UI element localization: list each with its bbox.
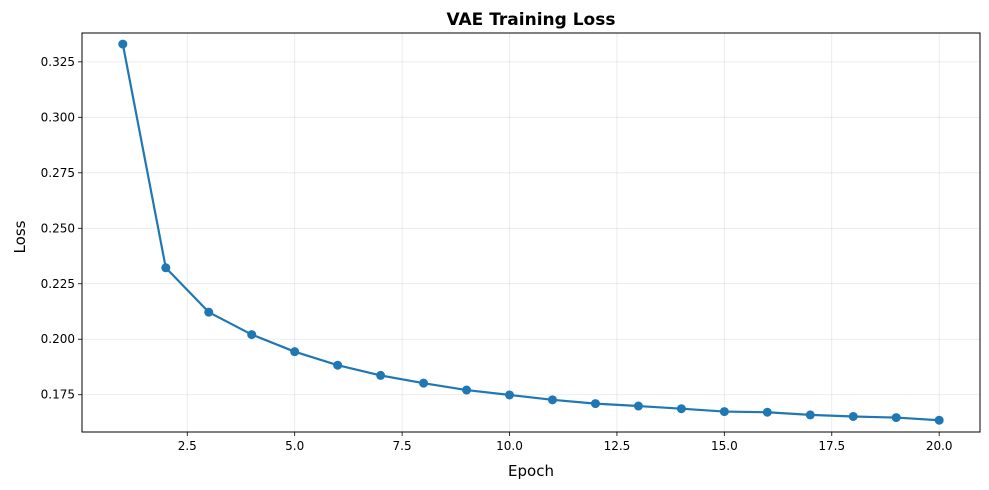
data-point <box>290 347 300 357</box>
data-point <box>719 407 729 417</box>
data-point <box>333 360 343 370</box>
x-tick-label: 5.0 <box>285 439 304 453</box>
x-axis-label: Epoch <box>508 462 554 480</box>
x-tick-label: 20.0 <box>926 439 953 453</box>
data-point <box>376 370 386 380</box>
x-tick-label: 7.5 <box>393 439 412 453</box>
x-tick-label: 2.5 <box>178 439 197 453</box>
x-tick-label: 17.5 <box>818 439 845 453</box>
y-tick-label: 0.275 <box>41 166 75 180</box>
x-tick-label: 10.0 <box>496 439 523 453</box>
y-tick-label: 0.300 <box>41 110 75 124</box>
grid <box>82 33 980 432</box>
series-layer <box>118 39 944 425</box>
data-point <box>762 407 772 417</box>
data-point <box>247 330 257 340</box>
y-tick-label: 0.325 <box>41 55 75 69</box>
y-tick-label: 0.225 <box>41 277 75 291</box>
x-tick-label: 15.0 <box>711 439 738 453</box>
data-point <box>505 390 515 400</box>
data-point <box>934 415 944 425</box>
data-point <box>848 411 858 421</box>
y-tick-label: 0.250 <box>41 221 75 235</box>
data-point <box>676 404 686 414</box>
data-point <box>118 39 128 49</box>
plot-frame <box>81 32 981 433</box>
y-axis-label: Loss <box>11 220 29 253</box>
loss-line <box>121 43 940 422</box>
data-point <box>805 410 815 420</box>
data-point <box>161 263 171 273</box>
data-point <box>547 395 557 405</box>
y-tick-label: 0.175 <box>41 388 75 402</box>
chart-title: VAE Training Loss <box>447 10 616 30</box>
data-point <box>633 401 643 411</box>
y-tick-label: 0.200 <box>41 332 75 346</box>
data-point <box>204 307 214 317</box>
data-point <box>419 378 429 388</box>
y-axis: 0.175 0.200 0.225 0.250 0.275 0.300 0.325 <box>41 55 82 402</box>
x-axis: 2.5 5.0 7.5 10.0 12.5 15.0 17.5 20.0 <box>178 432 953 453</box>
x-tick-label: 12.5 <box>604 439 631 453</box>
data-point <box>590 399 600 409</box>
data-point <box>891 413 901 423</box>
data-point <box>462 385 472 395</box>
